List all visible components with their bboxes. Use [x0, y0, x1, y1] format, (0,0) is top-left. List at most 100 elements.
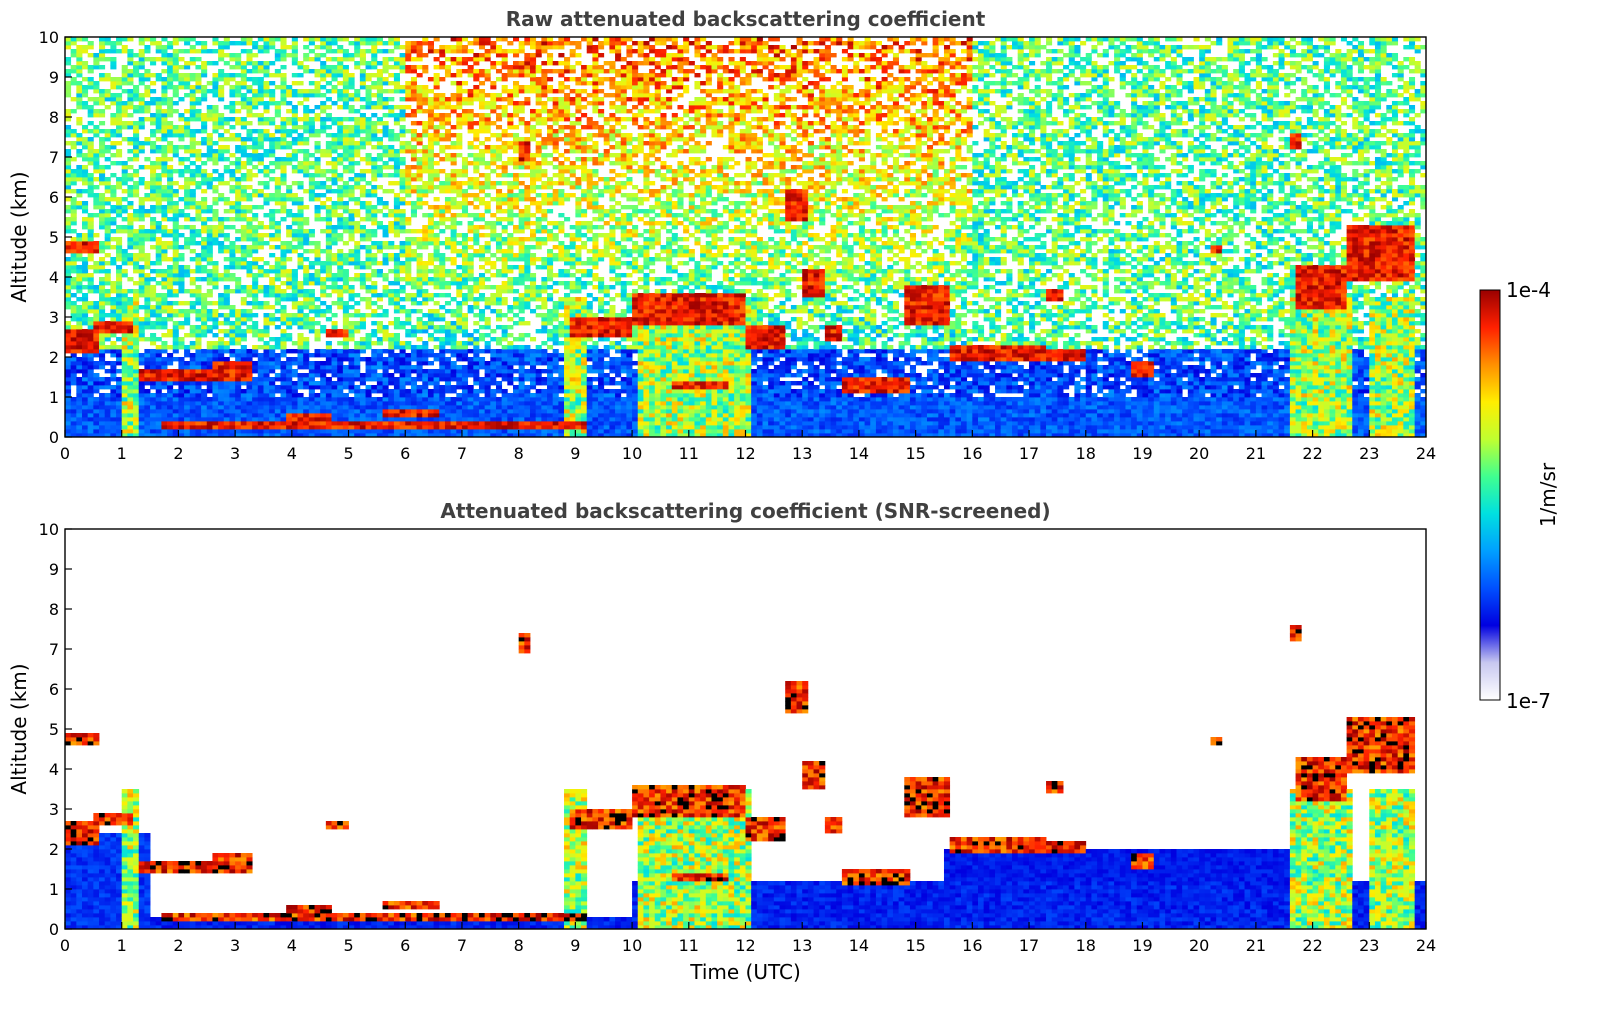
- heatmap-cell: [241, 245, 247, 249]
- heatmap-cell: [332, 157, 338, 161]
- heatmap-cell: [71, 413, 77, 417]
- heatmap-cell: [263, 173, 269, 177]
- heatmap-cell: [439, 261, 445, 265]
- heatmap-cell: [383, 97, 389, 101]
- heatmap-cell: [394, 245, 400, 249]
- heatmap-cell: [190, 225, 196, 229]
- heatmap-cell: [122, 165, 128, 169]
- heatmap-cell: [394, 365, 400, 369]
- heatmap-cell: [337, 421, 343, 425]
- heatmap-cell: [303, 269, 309, 273]
- heatmap-cell: [332, 73, 338, 77]
- heatmap-cell: [343, 373, 349, 377]
- heatmap-cell: [451, 93, 457, 97]
- heatmap-cell: [366, 365, 372, 369]
- heatmap-cell: [184, 73, 190, 77]
- heatmap-cell: [246, 161, 252, 165]
- heatmap-cell: [88, 249, 94, 253]
- heatmap-cell: [65, 261, 71, 265]
- heatmap-cell: [150, 185, 156, 189]
- heatmap-cell: [139, 73, 145, 77]
- heatmap-cell: [184, 81, 190, 85]
- heatmap-cell: [139, 229, 145, 233]
- heatmap-cell: [76, 377, 82, 381]
- heatmap-cell: [315, 209, 321, 213]
- heatmap-cell: [93, 185, 99, 189]
- heatmap-cell: [326, 269, 332, 273]
- heatmap-cell: [178, 185, 184, 189]
- heatmap-cell: [439, 93, 445, 97]
- heatmap-cell: [150, 289, 156, 293]
- heatmap-cell: [201, 205, 207, 209]
- heatmap-cell: [298, 257, 304, 261]
- heatmap-cell: [354, 261, 360, 265]
- heatmap-cell: [343, 333, 349, 337]
- heatmap-cell: [110, 425, 116, 429]
- heatmap-cell: [88, 189, 94, 193]
- heatmap-cell: [411, 41, 417, 45]
- heatmap-cell: [280, 173, 286, 177]
- heatmap-cell: [360, 377, 366, 381]
- heatmap-cell: [150, 325, 156, 329]
- heatmap-cell: [133, 109, 139, 113]
- heatmap-cell: [144, 237, 150, 241]
- heatmap-cell: [207, 373, 213, 377]
- heatmap-cell: [133, 261, 139, 265]
- heatmap-cell: [275, 145, 281, 149]
- heatmap-cell: [76, 361, 82, 365]
- heatmap-cell: [451, 249, 457, 253]
- heatmap-cell: [252, 265, 258, 269]
- heatmap-cell: [235, 361, 241, 365]
- heatmap-cell: [371, 409, 377, 413]
- heatmap-cell: [280, 245, 286, 249]
- heatmap-cell: [377, 225, 383, 229]
- heatmap-cell: [417, 193, 423, 197]
- heatmap-cell: [315, 309, 321, 313]
- heatmap-cell: [156, 313, 162, 317]
- heatmap-cell: [105, 405, 111, 409]
- heatmap-cell: [354, 361, 360, 365]
- heatmap-cell: [411, 97, 417, 101]
- heatmap-cell: [383, 189, 389, 193]
- heatmap-cell: [235, 133, 241, 137]
- heatmap-cell: [298, 89, 304, 93]
- heatmap-cell: [280, 217, 286, 221]
- heatmap-cell: [76, 165, 82, 169]
- heatmap-cell: [422, 289, 428, 293]
- heatmap-cell: [76, 341, 82, 345]
- heatmap-cell: [371, 93, 377, 97]
- heatmap-cell: [349, 237, 355, 241]
- heatmap-cell: [315, 349, 321, 353]
- heatmap-cell: [88, 237, 94, 241]
- heatmap-cell: [405, 341, 411, 345]
- heatmap-cell: [258, 393, 264, 397]
- heatmap-cell: [434, 329, 440, 333]
- heatmap-cell: [167, 241, 173, 245]
- heatmap-cell: [82, 313, 88, 317]
- heatmap-cell: [405, 237, 411, 241]
- heatmap-cell: [161, 61, 167, 65]
- heatmap-cell: [207, 113, 213, 117]
- heatmap-cell: [439, 205, 445, 209]
- heatmap-cell: [280, 381, 286, 385]
- heatmap-cell: [133, 137, 139, 141]
- heatmap-cell: [286, 373, 292, 377]
- heatmap-cell: [122, 49, 128, 53]
- heatmap-cell: [263, 369, 269, 373]
- heatmap-cell: [82, 261, 88, 265]
- heatmap-cell: [122, 105, 128, 109]
- heatmap-cell: [309, 277, 315, 281]
- heatmap-cell: [315, 165, 321, 169]
- heatmap-cell: [258, 153, 264, 157]
- heatmap-cell: [246, 261, 252, 265]
- heatmap-cell: [212, 117, 218, 121]
- heatmap-cell: [65, 129, 71, 133]
- heatmap-cell: [309, 133, 315, 137]
- heatmap-cell: [167, 145, 173, 149]
- heatmap-cell: [280, 129, 286, 133]
- heatmap-cell: [400, 349, 406, 353]
- heatmap-cell: [252, 257, 258, 261]
- heatmap-cell: [320, 65, 326, 69]
- heatmap-cell: [99, 417, 105, 421]
- heatmap-cell: [286, 121, 292, 125]
